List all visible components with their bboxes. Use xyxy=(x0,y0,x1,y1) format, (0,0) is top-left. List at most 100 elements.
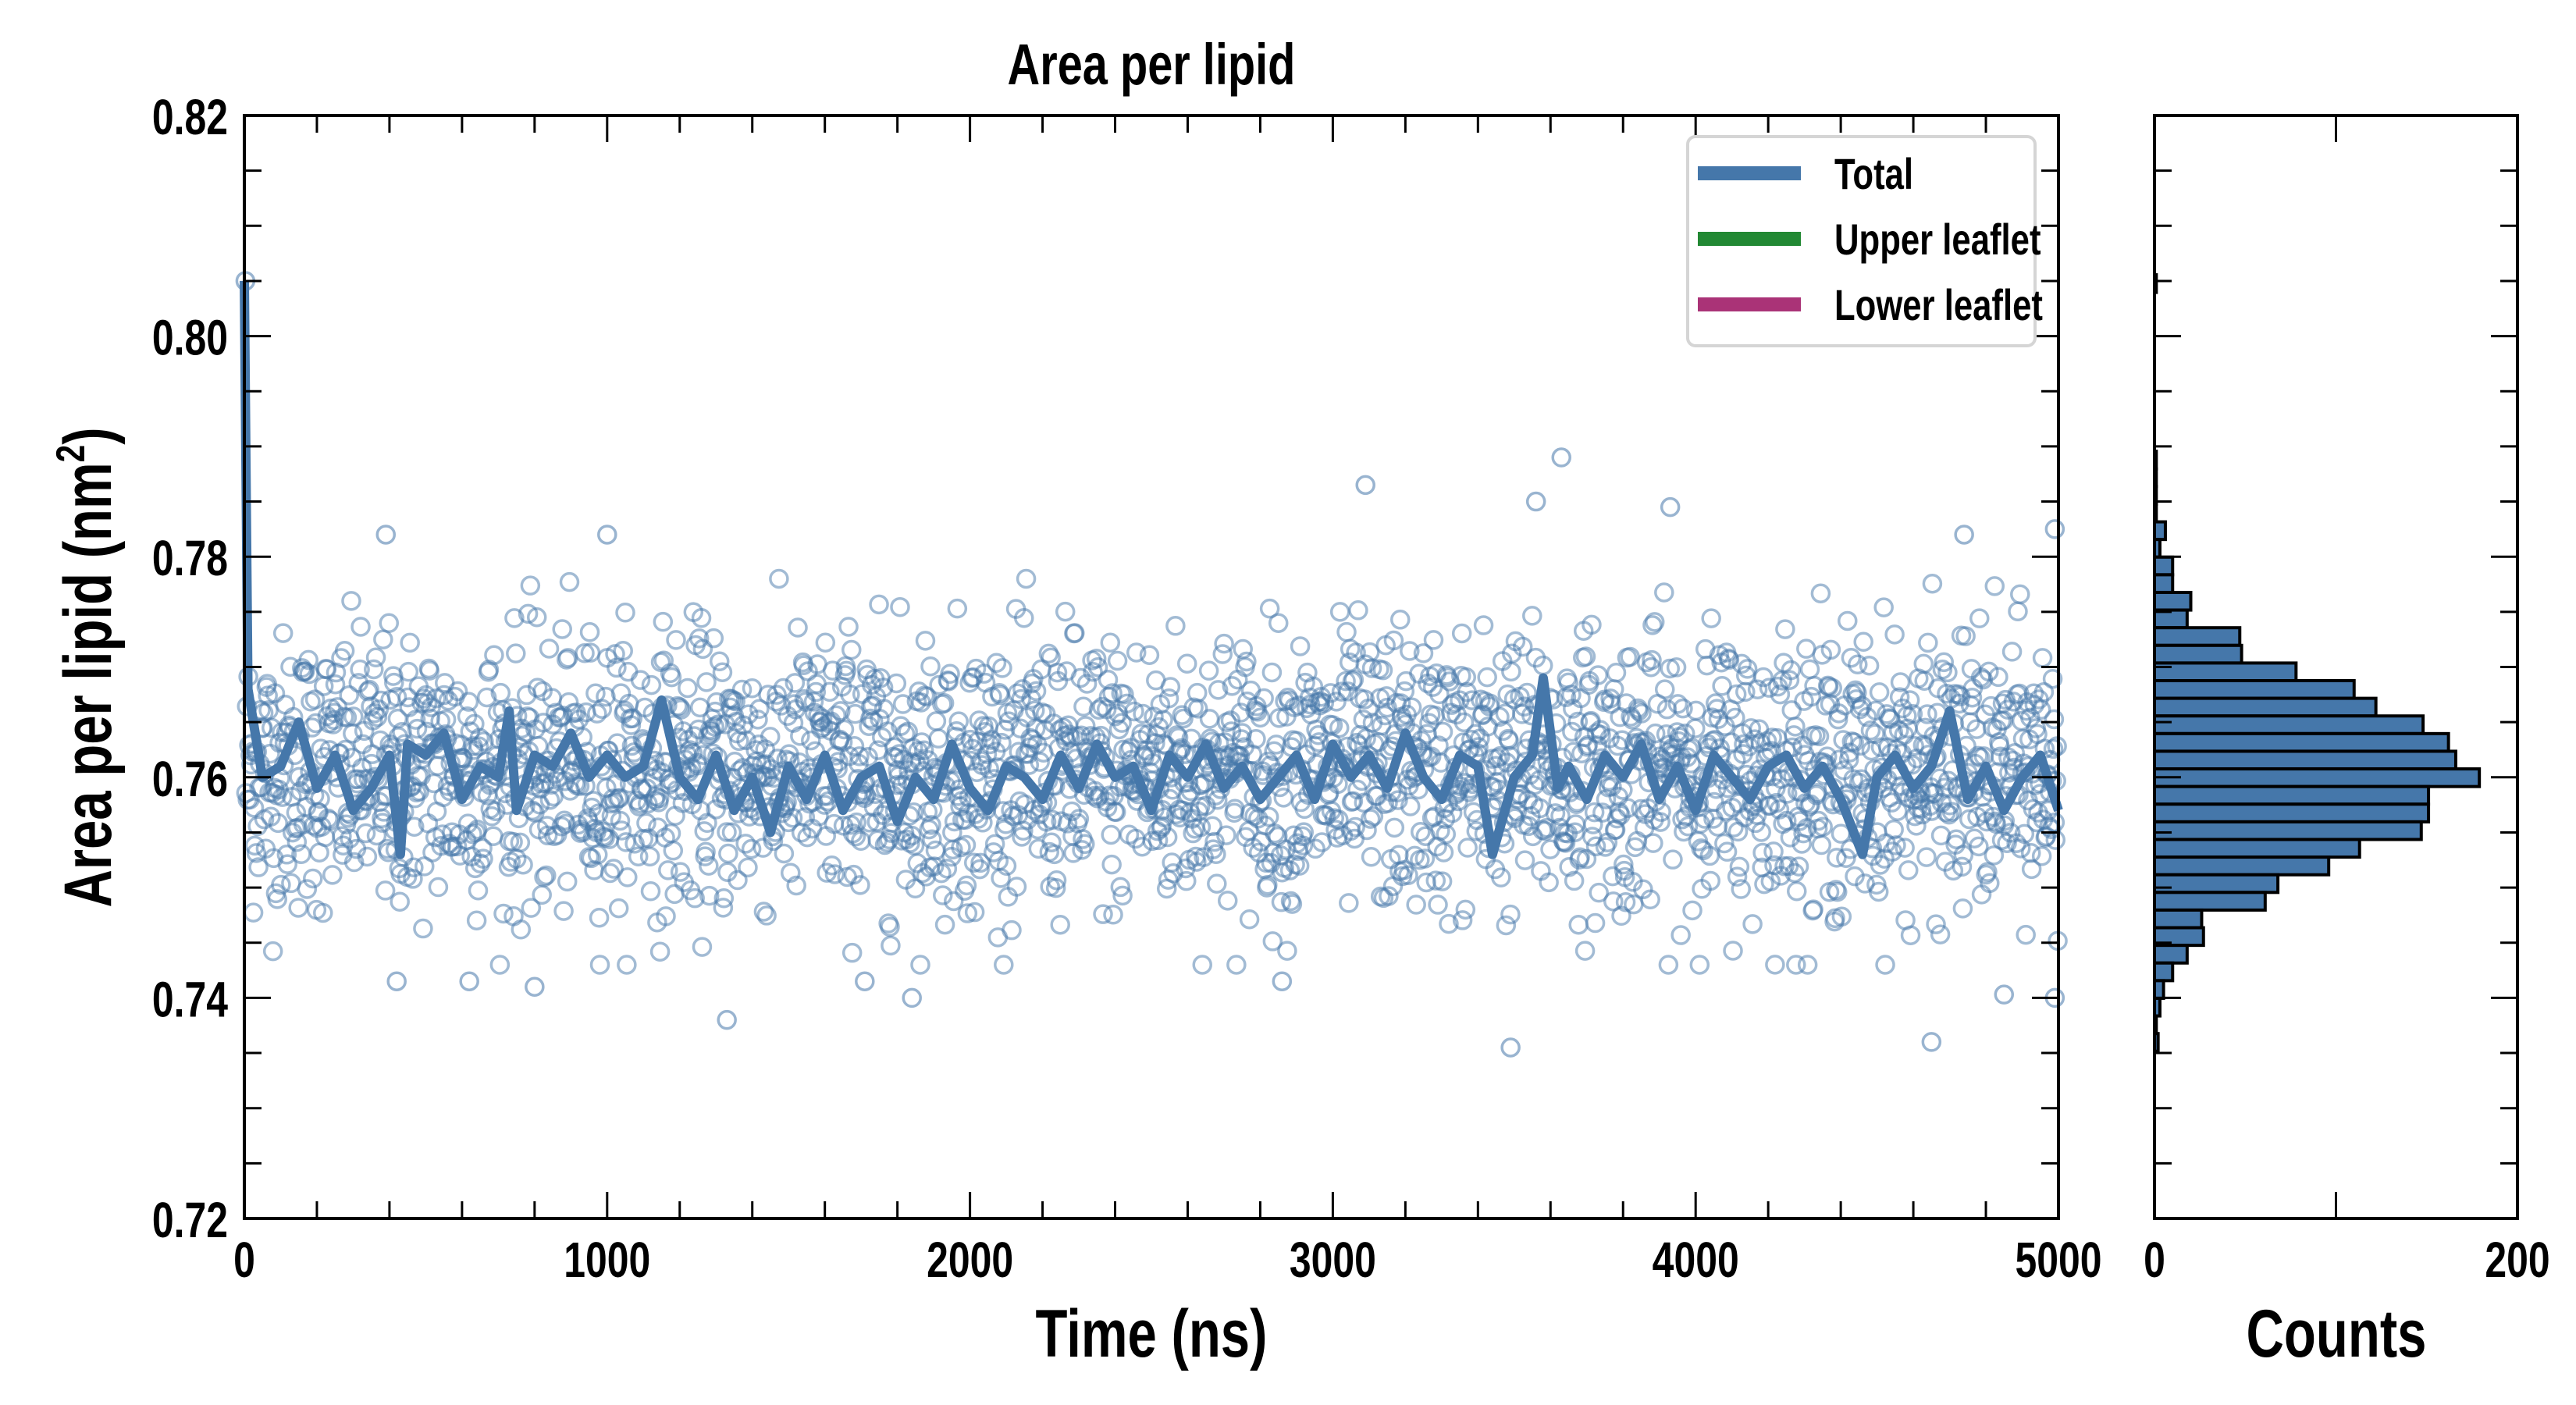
scatter-point xyxy=(1208,680,1229,700)
scatter-point xyxy=(1041,832,1062,852)
scatter-point xyxy=(537,825,558,846)
scatter-point xyxy=(881,935,901,956)
scatter-outlier-point xyxy=(1525,491,1546,512)
legend-label: Total xyxy=(1834,150,1913,198)
scatter-point xyxy=(303,868,323,889)
scatter-point xyxy=(1050,914,1070,935)
scatter-point xyxy=(1002,919,1022,941)
scatter-point xyxy=(712,662,733,682)
scatter-point xyxy=(841,942,863,963)
scatter-point xyxy=(587,845,608,865)
scatter-point xyxy=(1173,708,1194,729)
scatter-point xyxy=(272,623,294,643)
scatter-point xyxy=(1187,699,1208,719)
scatter-point xyxy=(1314,693,1335,713)
scatter-point xyxy=(286,831,308,852)
scatter-point xyxy=(1562,721,1582,742)
scatter-point xyxy=(838,617,859,637)
scatter-point xyxy=(1770,684,1791,705)
scatter-point xyxy=(877,832,898,852)
scatter-point xyxy=(1316,806,1336,826)
scatter-point xyxy=(1236,651,1257,672)
scatter-point xyxy=(1564,870,1585,891)
scatter-point xyxy=(404,857,424,877)
scatter-point xyxy=(786,875,806,896)
scatter-point xyxy=(1217,891,1238,911)
scatter-point xyxy=(1853,631,1873,653)
scatter-point xyxy=(1363,806,1384,827)
scatter-point xyxy=(1093,904,1113,924)
scatter-point xyxy=(820,681,840,702)
scatter-point xyxy=(1133,703,1153,724)
scatter-point xyxy=(1452,910,1473,930)
scatter-point xyxy=(636,813,656,834)
scatter-point xyxy=(1477,667,1497,688)
scatter-point xyxy=(1575,646,1596,667)
scatter-point xyxy=(1939,804,1959,825)
scatter-point xyxy=(872,727,892,748)
scatter-point xyxy=(1360,809,1381,829)
scatter-point xyxy=(1262,931,1283,951)
scatter-point xyxy=(1631,703,1652,724)
scatter-point xyxy=(617,867,638,887)
scatter-point xyxy=(1268,708,1290,728)
scatter-point xyxy=(922,829,942,849)
scatter-point xyxy=(265,683,286,703)
scatter-point xyxy=(1717,841,1738,862)
scatter-point xyxy=(1070,667,1091,688)
scatter-point xyxy=(1786,955,1806,975)
scatter-point xyxy=(1953,845,1974,866)
histogram-bar xyxy=(2153,961,2175,983)
scatter-point xyxy=(1414,848,1436,869)
scatter-point xyxy=(2042,668,2063,689)
scatter-point xyxy=(840,684,860,705)
scatter-point xyxy=(1087,657,1108,678)
scatter-point xyxy=(419,660,440,681)
histogram-bar xyxy=(2153,944,2189,965)
scatter-point xyxy=(1642,649,1662,670)
scatter-point xyxy=(1693,840,1713,861)
histogram-bar xyxy=(2153,555,2175,577)
scatter-point xyxy=(458,692,479,712)
scatter-point xyxy=(760,727,781,747)
scatter-point xyxy=(824,864,845,884)
scatter-point xyxy=(1361,658,1382,678)
scatter-point xyxy=(1124,701,1144,722)
scatter-point xyxy=(365,647,386,668)
scatter-point xyxy=(992,658,1012,678)
scatter-point xyxy=(543,786,564,807)
scatter-point xyxy=(1696,655,1717,676)
scatter-point xyxy=(1103,905,1123,925)
scatter-point xyxy=(368,699,390,720)
x-tick-labels: 0 1000 2000 3000 4000 5000 xyxy=(233,1232,2101,1288)
legend: Total Upper leaflet Lower leaflet xyxy=(1686,135,2043,347)
scatter-point xyxy=(1413,643,1434,663)
scatter-point xyxy=(486,801,506,822)
scatter-point xyxy=(697,813,717,834)
scatter-point xyxy=(1617,798,1638,819)
histogram-bar xyxy=(2153,784,2431,806)
scatter-point xyxy=(931,863,952,884)
scatter-point xyxy=(398,661,419,682)
scatter-point xyxy=(886,673,907,694)
scatter-point xyxy=(849,746,870,767)
scatter-outlier-point xyxy=(1551,447,1571,468)
scatter-point xyxy=(297,879,318,899)
scatter-point xyxy=(1500,904,1521,925)
scatter-point xyxy=(2010,838,2031,859)
scatter-point xyxy=(844,736,865,756)
scatter-point xyxy=(1158,688,1179,709)
scatter-point xyxy=(1764,855,1784,876)
scatter-point xyxy=(1286,731,1307,751)
scatter-point xyxy=(1086,649,1107,669)
scatter-point xyxy=(1107,650,1128,671)
scatter-point xyxy=(1490,745,1510,767)
scatter-point xyxy=(350,659,370,680)
scatter-point xyxy=(541,774,562,795)
scatter-point xyxy=(1411,821,1431,842)
scatter-point xyxy=(1615,892,1636,912)
scatter-point xyxy=(504,608,525,628)
scatter-point xyxy=(1328,774,1348,795)
scatter-point xyxy=(1723,941,1743,961)
scatter-point xyxy=(1112,713,1132,733)
